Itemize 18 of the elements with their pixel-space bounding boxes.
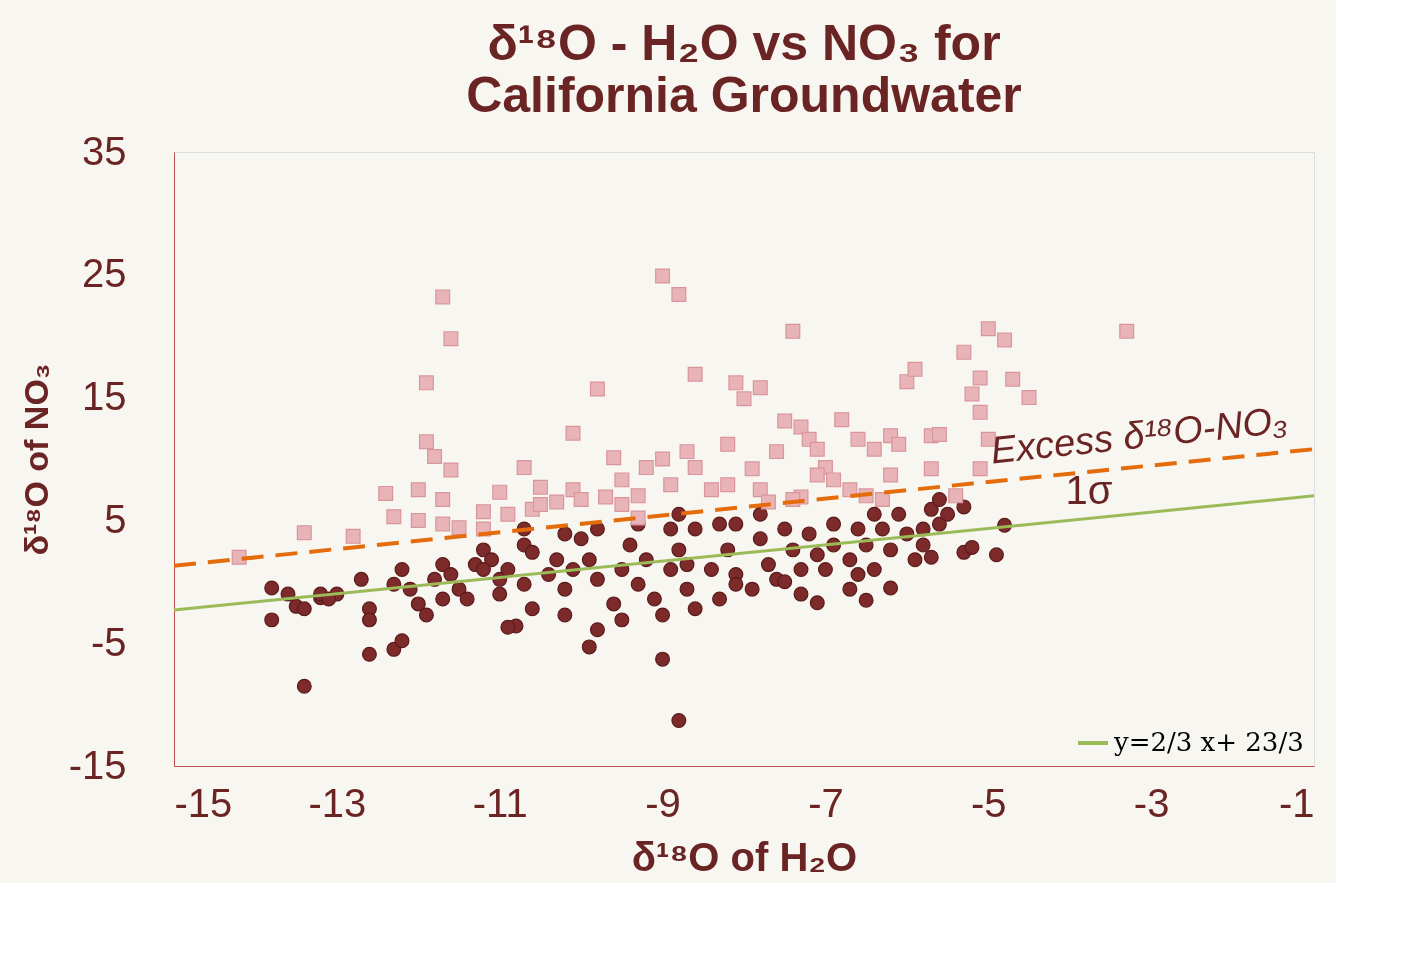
x-tick-label: -13 bbox=[308, 780, 367, 825]
chart-title: δ¹⁸O - H₂O vs NO₃ for California Groundwater bbox=[466, 15, 1022, 123]
x-tick-label: -1 bbox=[1278, 780, 1315, 825]
x-tick-label: -11 bbox=[472, 780, 528, 825]
y-axis-title: δ¹⁸O of NO₃ bbox=[16, 363, 55, 556]
y-tick-label: 5 bbox=[104, 496, 127, 541]
y-tick-label: -15 bbox=[68, 742, 127, 787]
x-tick-label: -3 bbox=[1133, 780, 1170, 825]
x-tick-label: -9 bbox=[645, 780, 681, 825]
y-tick-label: 25 bbox=[82, 251, 127, 296]
y-tick-label: 15 bbox=[82, 374, 127, 419]
x-axis-title: δ¹⁸O of H₂O bbox=[631, 834, 858, 879]
x-tick-label: -7 bbox=[808, 780, 844, 825]
legend-label: y=2/3 x+ 23/3 bbox=[1113, 727, 1304, 757]
x-tick-label: -5 bbox=[971, 780, 1007, 825]
y-tick-label: -5 bbox=[90, 619, 127, 664]
y-tick-label: 35 bbox=[82, 128, 127, 173]
x-tick-label: -15 bbox=[174, 780, 233, 825]
